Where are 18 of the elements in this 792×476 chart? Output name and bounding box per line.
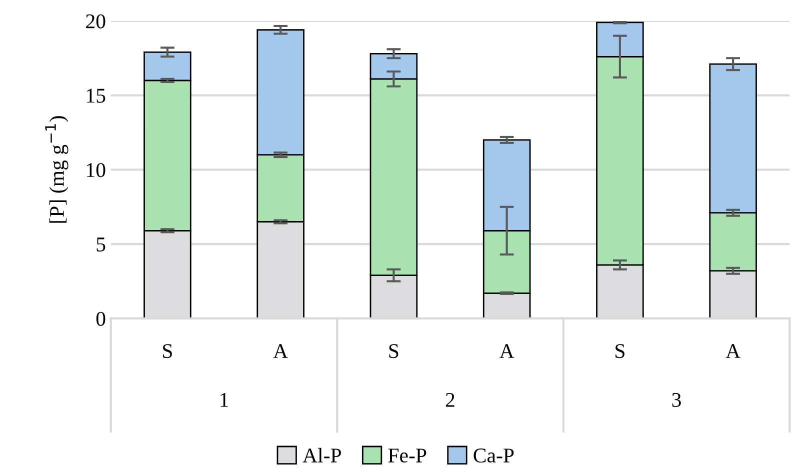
legend-label: Al-P bbox=[302, 448, 341, 462]
x-tick-label: S bbox=[389, 344, 398, 358]
text: 1 bbox=[220, 393, 228, 407]
text: 2 bbox=[446, 392, 454, 407]
x-tick-label: A bbox=[273, 344, 288, 358]
x-tick-label: S bbox=[163, 344, 172, 358]
x-tick-label: A bbox=[726, 344, 740, 358]
y-tick-label: 5 bbox=[96, 238, 106, 252]
y-tick-label: 0 bbox=[96, 312, 106, 326]
y-tick-label: 10 bbox=[87, 163, 106, 178]
y-tick-label: 15 bbox=[87, 88, 106, 103]
x-tick-label: A bbox=[499, 344, 514, 358]
y-axis-title: [P] (mg g$^{−1}$) bbox=[45, 116, 68, 223]
text: 3 bbox=[672, 392, 681, 407]
legend-label: Ca-P bbox=[474, 448, 514, 463]
x-tick-label: S bbox=[616, 344, 624, 358]
y-tick-label: 20 bbox=[86, 14, 106, 28]
legend-label: Fe-P bbox=[388, 448, 426, 463]
